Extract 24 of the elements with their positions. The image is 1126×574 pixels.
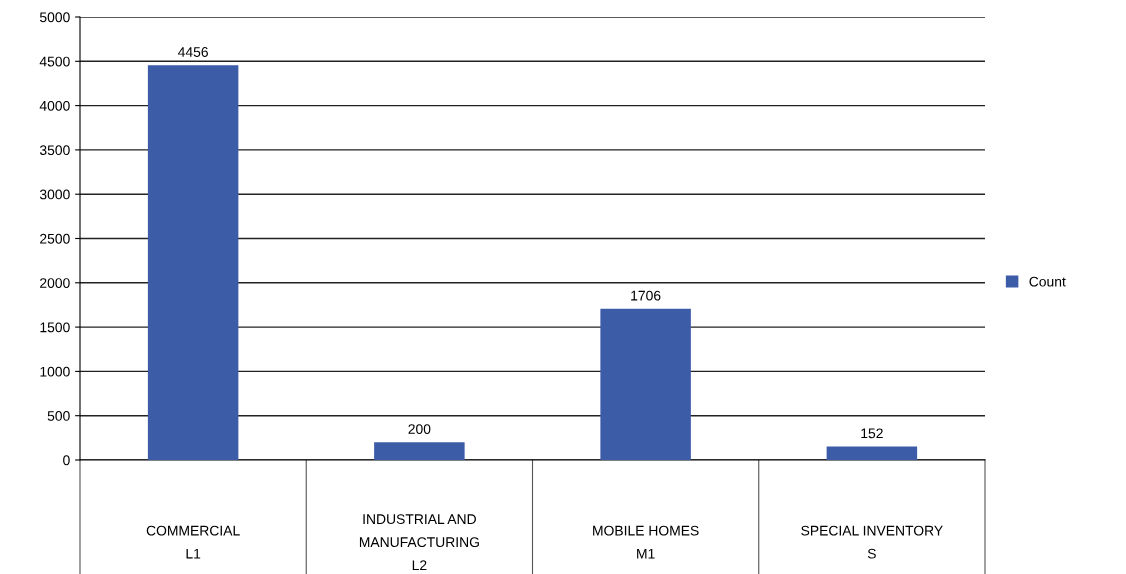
bar — [147, 65, 239, 460]
data-label: 200 — [408, 424, 431, 434]
bar — [374, 442, 465, 460]
data-label: 152 — [861, 428, 883, 439]
legend-label: Count — [1029, 276, 1066, 287]
data-label: 1706 — [631, 290, 661, 301]
y-tick-label: 2500 — [40, 233, 70, 244]
y-tick-label: 500 — [47, 411, 70, 421]
y-tick-label: 5000 — [39, 12, 70, 23]
x-tick-label: INDUSTRIAL AND MANUFACTURING L2 — [359, 514, 479, 570]
y-tick-label: 1500 — [40, 322, 70, 333]
bar — [600, 308, 691, 460]
y-tick-label: 3500 — [39, 145, 70, 156]
y-tick-label: 4000 — [39, 100, 70, 111]
y-tick-label: 1000 — [40, 366, 70, 377]
y-tick-label: 0 — [63, 455, 70, 466]
y-tick-label: 4500 — [39, 56, 70, 67]
data-label: 4456 — [178, 47, 208, 57]
x-tick-label: SPECIAL INVENTORY S — [801, 525, 943, 559]
x-tick-label: MOBILE HOMES M1 — [593, 525, 699, 559]
x-tick-label: COMMERCIAL L1 — [146, 525, 240, 559]
y-tick-label: 3000 — [39, 189, 70, 200]
bar — [826, 446, 918, 460]
y-tick-label: 2000 — [40, 278, 70, 288]
